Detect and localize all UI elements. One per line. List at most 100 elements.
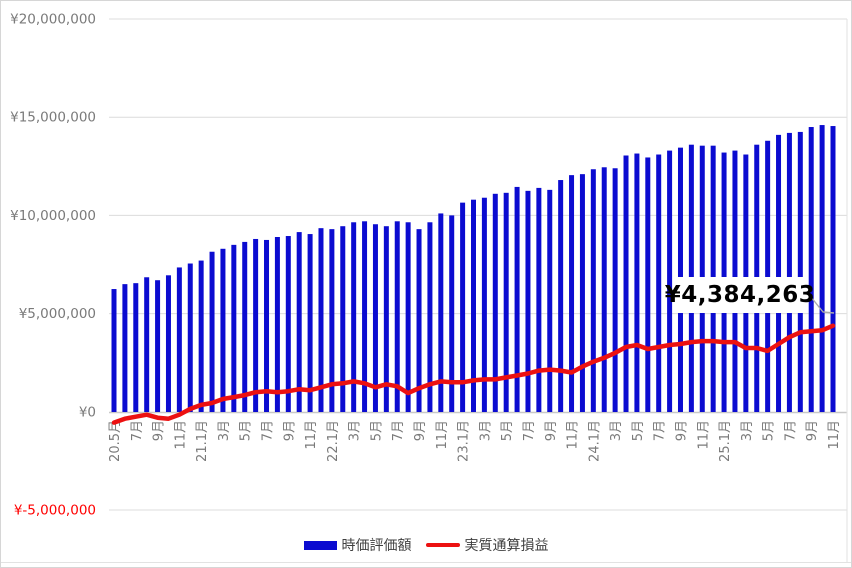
bar	[797, 131, 803, 412]
bar	[590, 169, 596, 412]
bar	[612, 168, 618, 412]
y-axis-tick-label: ¥10,000,000	[10, 208, 96, 224]
bar	[351, 222, 357, 412]
bar	[231, 244, 237, 412]
x-axis-tick-label: 5月	[239, 420, 254, 441]
bar	[307, 234, 313, 412]
y-axis-tick-label: ¥-5,000,000	[14, 503, 96, 519]
bar	[765, 140, 771, 412]
legend-label-profit-loss: 実質通算損益	[464, 538, 549, 554]
bar	[187, 263, 193, 412]
bar	[329, 229, 335, 412]
legend-item-market-value: 時価評価額	[303, 535, 412, 555]
bar	[492, 193, 498, 412]
y-axis-tick-label: ¥15,000,000	[10, 110, 96, 126]
bar	[481, 197, 487, 412]
bar	[514, 186, 520, 412]
bar	[165, 275, 171, 412]
x-axis-tick-label: 9月	[805, 420, 820, 441]
bar	[220, 248, 226, 412]
bar	[667, 150, 673, 412]
bar	[176, 267, 182, 412]
bar	[133, 283, 139, 412]
x-axis-tick-label: 24.1月	[587, 420, 602, 462]
bar	[405, 222, 411, 412]
x-axis-tick-label: 3月	[609, 420, 624, 441]
bar	[285, 236, 291, 412]
line-series-swatch-icon	[425, 543, 460, 547]
x-axis-tick-label: 5月	[631, 420, 646, 441]
bar	[318, 228, 324, 412]
bar	[569, 175, 575, 412]
x-axis-tick-label: 20.5月	[108, 420, 123, 462]
x-axis-tick-label: 11月	[173, 420, 188, 450]
bar	[656, 154, 662, 413]
bar	[776, 134, 782, 412]
legend-item-profit-loss: 実質通算損益	[425, 535, 549, 555]
x-axis-tick-label: 11月	[696, 420, 711, 450]
bar	[623, 155, 629, 413]
y-axis-tick-label: ¥5,000,000	[19, 306, 96, 322]
bar	[340, 226, 346, 412]
x-axis-tick-label: 3月	[478, 420, 493, 441]
x-axis-tick-label: 5月	[500, 420, 515, 441]
bar	[427, 222, 433, 412]
bar	[645, 157, 651, 412]
bar	[471, 199, 476, 412]
x-axis-tick-label: 3月	[740, 420, 755, 441]
bar	[253, 238, 259, 412]
x-axis-tick-label: 7月	[261, 420, 276, 441]
bar	[503, 192, 509, 412]
x-axis-tick-label: 5月	[762, 420, 777, 441]
bar	[808, 127, 814, 413]
bar	[416, 229, 422, 412]
bar	[242, 241, 248, 412]
bar	[438, 213, 444, 412]
x-axis-tick-label: 11月	[827, 420, 842, 450]
last-value-annotation: ¥4,384,263	[665, 277, 815, 313]
x-axis-tick-label: 7月	[130, 420, 145, 441]
bar	[449, 215, 455, 412]
x-axis-tick-label: 7月	[391, 420, 406, 441]
bar-series-swatch-icon	[303, 540, 337, 550]
bar	[296, 232, 302, 412]
bar	[111, 289, 117, 412]
x-axis-tick-label: 22.1月	[326, 420, 341, 462]
bar	[362, 221, 368, 412]
y-axis-tick-label: ¥20,000,000	[10, 12, 96, 28]
x-axis-tick-label: 3月	[348, 420, 363, 441]
y-axis-tick-label: ¥0	[79, 404, 96, 420]
chart-legend: 時価評価額 実質通算損益	[1, 534, 851, 556]
bar	[209, 251, 215, 412]
bar	[144, 277, 150, 412]
x-axis-tick-label: 11月	[304, 420, 319, 450]
bar	[536, 187, 542, 412]
x-axis-tick-label: 5月	[369, 420, 384, 441]
bar	[558, 180, 564, 412]
bar	[372, 224, 378, 412]
x-axis-tick-label: 9月	[413, 420, 428, 441]
bar	[786, 132, 792, 413]
bar	[394, 221, 400, 412]
bar	[579, 174, 585, 412]
x-axis-tick-label: 7月	[783, 420, 798, 441]
legend-label-market-value: 時価評価額	[341, 538, 412, 554]
x-axis-tick-label: 21.1月	[195, 420, 210, 462]
bar	[274, 237, 280, 412]
bar	[819, 125, 825, 412]
bar	[383, 226, 389, 412]
x-axis-tick-label: 9月	[152, 420, 167, 441]
x-axis-tick-label: 11月	[435, 420, 450, 450]
bar	[601, 167, 607, 412]
bar	[634, 153, 640, 412]
bar	[460, 202, 466, 412]
bottom-divider	[1, 562, 851, 563]
x-axis-tick-label: 7月	[522, 420, 537, 441]
bar	[198, 260, 204, 412]
x-axis-tick-label: 7月	[653, 420, 668, 441]
profit-loss-line	[111, 323, 836, 425]
bar	[830, 126, 836, 413]
x-axis-tick-label: 3月	[217, 420, 232, 441]
x-axis-tick-label: 11月	[566, 420, 581, 450]
